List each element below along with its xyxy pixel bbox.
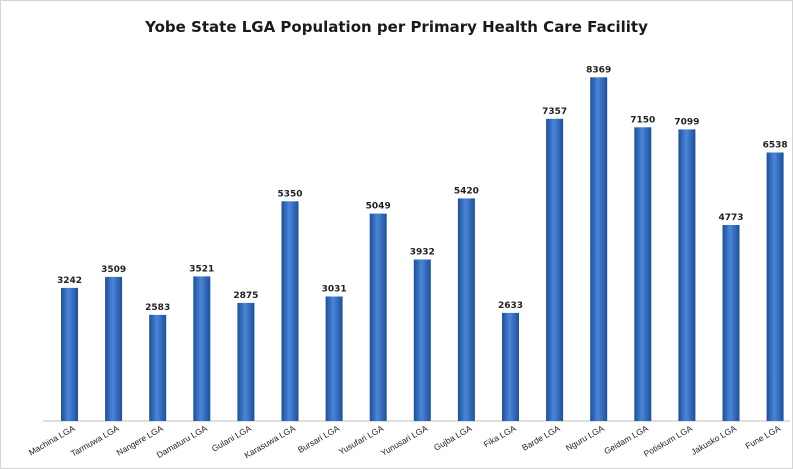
bar-12 xyxy=(590,77,608,422)
category-label-11: Barde LGA xyxy=(520,423,562,453)
data-label-3: 3521 xyxy=(189,264,214,274)
bar-15 xyxy=(722,225,740,421)
bar-3 xyxy=(193,276,211,421)
bar-16 xyxy=(766,152,784,421)
category-label-7: Yusufari LGA xyxy=(337,423,386,457)
data-label-2: 2583 xyxy=(145,303,170,313)
data-label-4: 2875 xyxy=(233,291,258,301)
data-label-15: 4773 xyxy=(718,213,743,223)
bar-2 xyxy=(149,314,167,421)
bar-10 xyxy=(502,312,519,421)
data-label-11: 7357 xyxy=(542,107,567,117)
data-label-7: 5049 xyxy=(366,202,391,212)
data-label-0: 3242 xyxy=(57,276,82,286)
category-label-9: Gujba LGA xyxy=(432,423,474,453)
bar-14 xyxy=(678,129,696,421)
data-label-9: 5420 xyxy=(454,186,479,196)
category-label-1: Tarmuwa LGA xyxy=(69,423,121,459)
category-label-14: Potiskum LGA xyxy=(642,423,694,459)
bar-11 xyxy=(546,118,564,422)
bar-5 xyxy=(281,201,299,421)
bar-4 xyxy=(237,302,255,421)
data-label-5: 5350 xyxy=(277,189,302,199)
data-label-6: 3031 xyxy=(322,285,347,295)
data-labels-group: 3242 3509 2583 3521 2875 5350 3031 5049 3932 5420… xyxy=(57,65,788,313)
data-label-13: 7150 xyxy=(630,115,655,125)
bar-8 xyxy=(413,259,431,421)
category-label-10: Fika LGA xyxy=(482,423,518,450)
bar-13 xyxy=(634,127,652,422)
chart-title: Yobe State LGA Population per Primary He… xyxy=(145,18,648,36)
bar-1 xyxy=(105,276,123,421)
category-label-6: Bursari LGA xyxy=(296,423,341,455)
category-label-16: Fune LGA xyxy=(744,423,783,451)
data-label-16: 6538 xyxy=(763,141,788,151)
bar-6 xyxy=(325,296,343,421)
category-label-15: Jakusko LGA xyxy=(689,423,738,457)
data-label-1: 3509 xyxy=(101,265,126,275)
category-label-8: Yunusari LGA xyxy=(379,423,430,458)
bar-0 xyxy=(61,287,78,421)
data-label-14: 7099 xyxy=(674,117,699,127)
category-label-12: Nguru LGA xyxy=(564,423,606,453)
data-label-8: 3932 xyxy=(410,248,435,258)
data-label-10: 2633 xyxy=(498,301,523,311)
bars-group xyxy=(61,77,784,422)
data-label-12: 8369 xyxy=(586,65,611,75)
bar-7 xyxy=(369,213,387,421)
category-label-3: Damaturu LGA xyxy=(155,423,209,460)
bar-9 xyxy=(457,198,475,421)
